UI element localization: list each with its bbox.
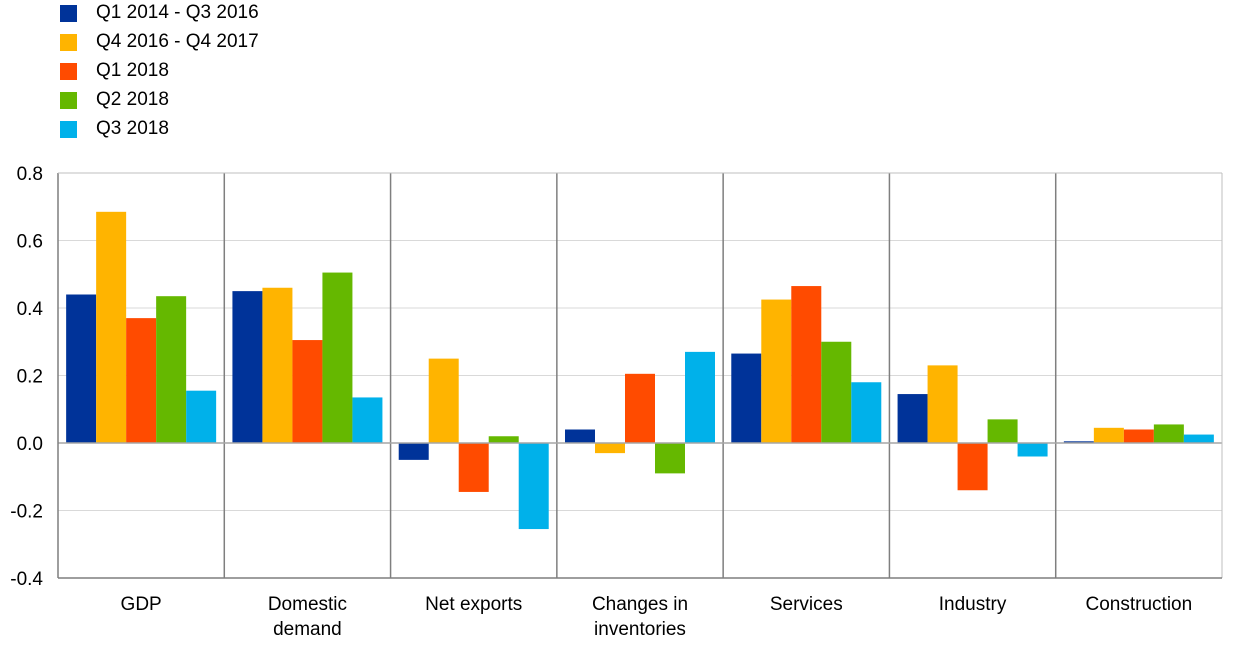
x-tick-label: Domestic	[268, 594, 347, 615]
x-tick-label: GDP	[121, 594, 162, 615]
bar	[927, 365, 958, 443]
legend-label: Q1 2018	[96, 60, 169, 81]
x-tick-label: demand	[273, 619, 342, 640]
bar	[232, 291, 263, 443]
y-tick-label: 0.6	[17, 232, 43, 253]
bar	[488, 436, 519, 443]
y-tick-label: 0.8	[17, 164, 43, 185]
bar	[458, 443, 489, 492]
y-tick-label: -0.2	[10, 502, 43, 523]
legend-swatch	[60, 63, 77, 80]
bar	[987, 419, 1018, 443]
x-tick-label: Services	[770, 594, 843, 615]
legend-swatch	[60, 121, 77, 138]
bar	[761, 299, 792, 443]
legend-swatch	[60, 5, 77, 22]
y-tick-label: 0.0	[17, 434, 43, 455]
bar	[322, 272, 353, 443]
bar	[1183, 434, 1214, 443]
legend-label: Q4 2016 - Q4 2017	[96, 31, 259, 52]
legend-swatch	[60, 34, 77, 51]
bar	[685, 351, 715, 443]
bar	[1093, 427, 1124, 443]
bar	[957, 443, 988, 491]
bar	[791, 286, 822, 443]
bar	[186, 390, 217, 443]
bar	[565, 429, 595, 443]
legend-swatch	[60, 92, 77, 109]
bar	[1063, 441, 1094, 443]
bar	[821, 341, 852, 443]
y-tick-label: 0.4	[17, 299, 44, 320]
x-tick-label: Construction	[1086, 594, 1193, 615]
bar	[1123, 429, 1154, 443]
bar	[398, 443, 429, 460]
bar	[262, 287, 293, 443]
bar	[1153, 424, 1184, 443]
bar	[595, 443, 625, 454]
bar	[428, 358, 459, 443]
bar	[156, 296, 187, 443]
y-tick-label: 0.2	[17, 367, 43, 388]
bar	[731, 353, 762, 443]
bar	[66, 294, 97, 443]
y-tick-label: -0.4	[10, 569, 43, 590]
legend-label: Q3 2018	[96, 118, 169, 139]
bar	[897, 394, 928, 443]
bar	[352, 397, 383, 443]
x-tick-label: Industry	[939, 594, 1007, 615]
bar	[655, 443, 685, 474]
bar	[126, 318, 157, 443]
bar	[1017, 443, 1048, 457]
bar	[851, 382, 882, 443]
bar	[96, 211, 127, 443]
bar	[518, 443, 549, 530]
legend-label: Q1 2014 - Q3 2016	[96, 2, 259, 23]
bar	[625, 373, 655, 443]
x-tick-label: inventories	[594, 619, 686, 640]
legend-label: Q2 2018	[96, 89, 169, 110]
bar	[292, 340, 323, 443]
x-tick-label: Net exports	[425, 594, 522, 615]
x-tick-label: Changes in	[592, 594, 688, 615]
